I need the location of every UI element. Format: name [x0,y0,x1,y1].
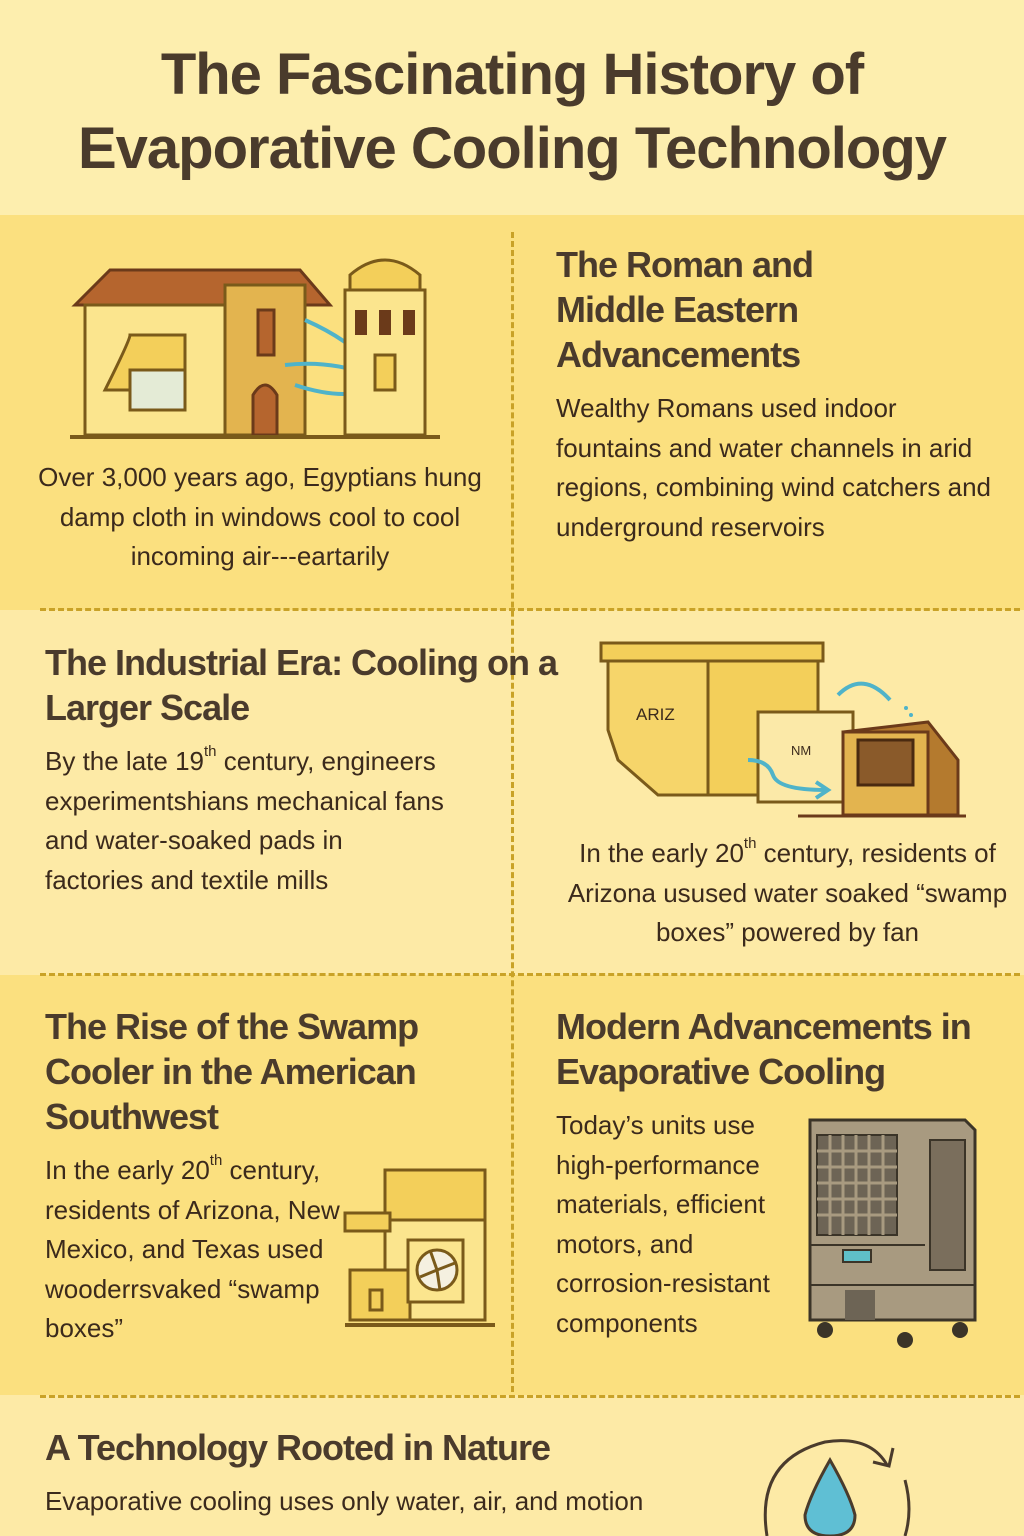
industrial-body: By the late 19th century, engineers expe… [45,742,445,900]
evaporative-cooler-illustration [808,1118,977,1348]
industrial-heading: The Industrial Era: Cooling on a Larger … [45,642,558,728]
modern-heading: Modern Advancements in Evaporative Cooli… [556,1006,972,1092]
map-label-nm: NM [791,743,811,758]
page-title: The Fascinating History of Evaporative C… [0,38,1024,186]
superscript: th [204,743,217,760]
map-and-swamp-box-illustration: ARIZ NM [599,641,966,818]
nature-heading: A Technology Rooted in Nature [45,1427,551,1468]
title-line-1: The Fascinating History of [160,42,864,107]
house-and-tower-illustration [70,258,440,439]
arizona-cell: In the early 20th century, residents of … [560,834,1015,953]
text: century, residents of Arizona, New Mexic… [45,1155,340,1343]
text: century, residents of Arizona usused wat… [567,838,1008,947]
arizona-body: In the early 20th century, residents of … [560,834,1015,953]
map-label-ariz: ARIZ [636,705,675,724]
divider-1 [40,608,1020,611]
superscript: th [209,1152,223,1169]
modern-cell: Modern Advancements in Evaporative Cooli… [556,1004,1018,1343]
swamp-body: In the early 20th century, residents of … [45,1151,345,1349]
divider-3 [40,1395,1020,1398]
text: In the early 20 [45,1155,210,1185]
fan-box-illustration [343,1168,495,1327]
superscript: th [743,835,757,852]
title-line-2: Evaporative Cooling Technology [77,116,947,181]
roman-body: Wealthy Romans used indoor fountains and… [556,393,992,542]
text: century, engineers experimentshians mech… [45,746,444,895]
text: By the late 19 [45,746,204,776]
modern-body: Today’s units use high-performance mater… [556,1110,770,1338]
roman-cell: The Roman and Middle Eastern Advancement… [556,242,1006,547]
egypt-cell: Over 3,000 years ago, Egyptians hung dam… [30,458,490,577]
vertical-divider [511,232,514,1392]
swamp-cell: The Rise of the Swamp Cooler in the Amer… [45,1004,495,1349]
egypt-body: Over 3,000 years ago, Egyptians hung dam… [38,462,482,571]
industrial-cell: The Industrial Era: Cooling on a Larger … [45,640,575,900]
nature-cell: A Technology Rooted in Nature Evaporativ… [45,1425,745,1522]
swamp-heading: The Rise of the Swamp Cooler in the Amer… [45,1006,419,1137]
roman-heading: The Roman and Middle Eastern Advancement… [556,244,814,375]
nature-body: Evaporative cooling uses only water, air… [45,1486,644,1516]
text: In the early 20 [579,838,744,868]
water-cycle-drop-icon [763,1439,911,1536]
divider-2 [40,973,1020,976]
